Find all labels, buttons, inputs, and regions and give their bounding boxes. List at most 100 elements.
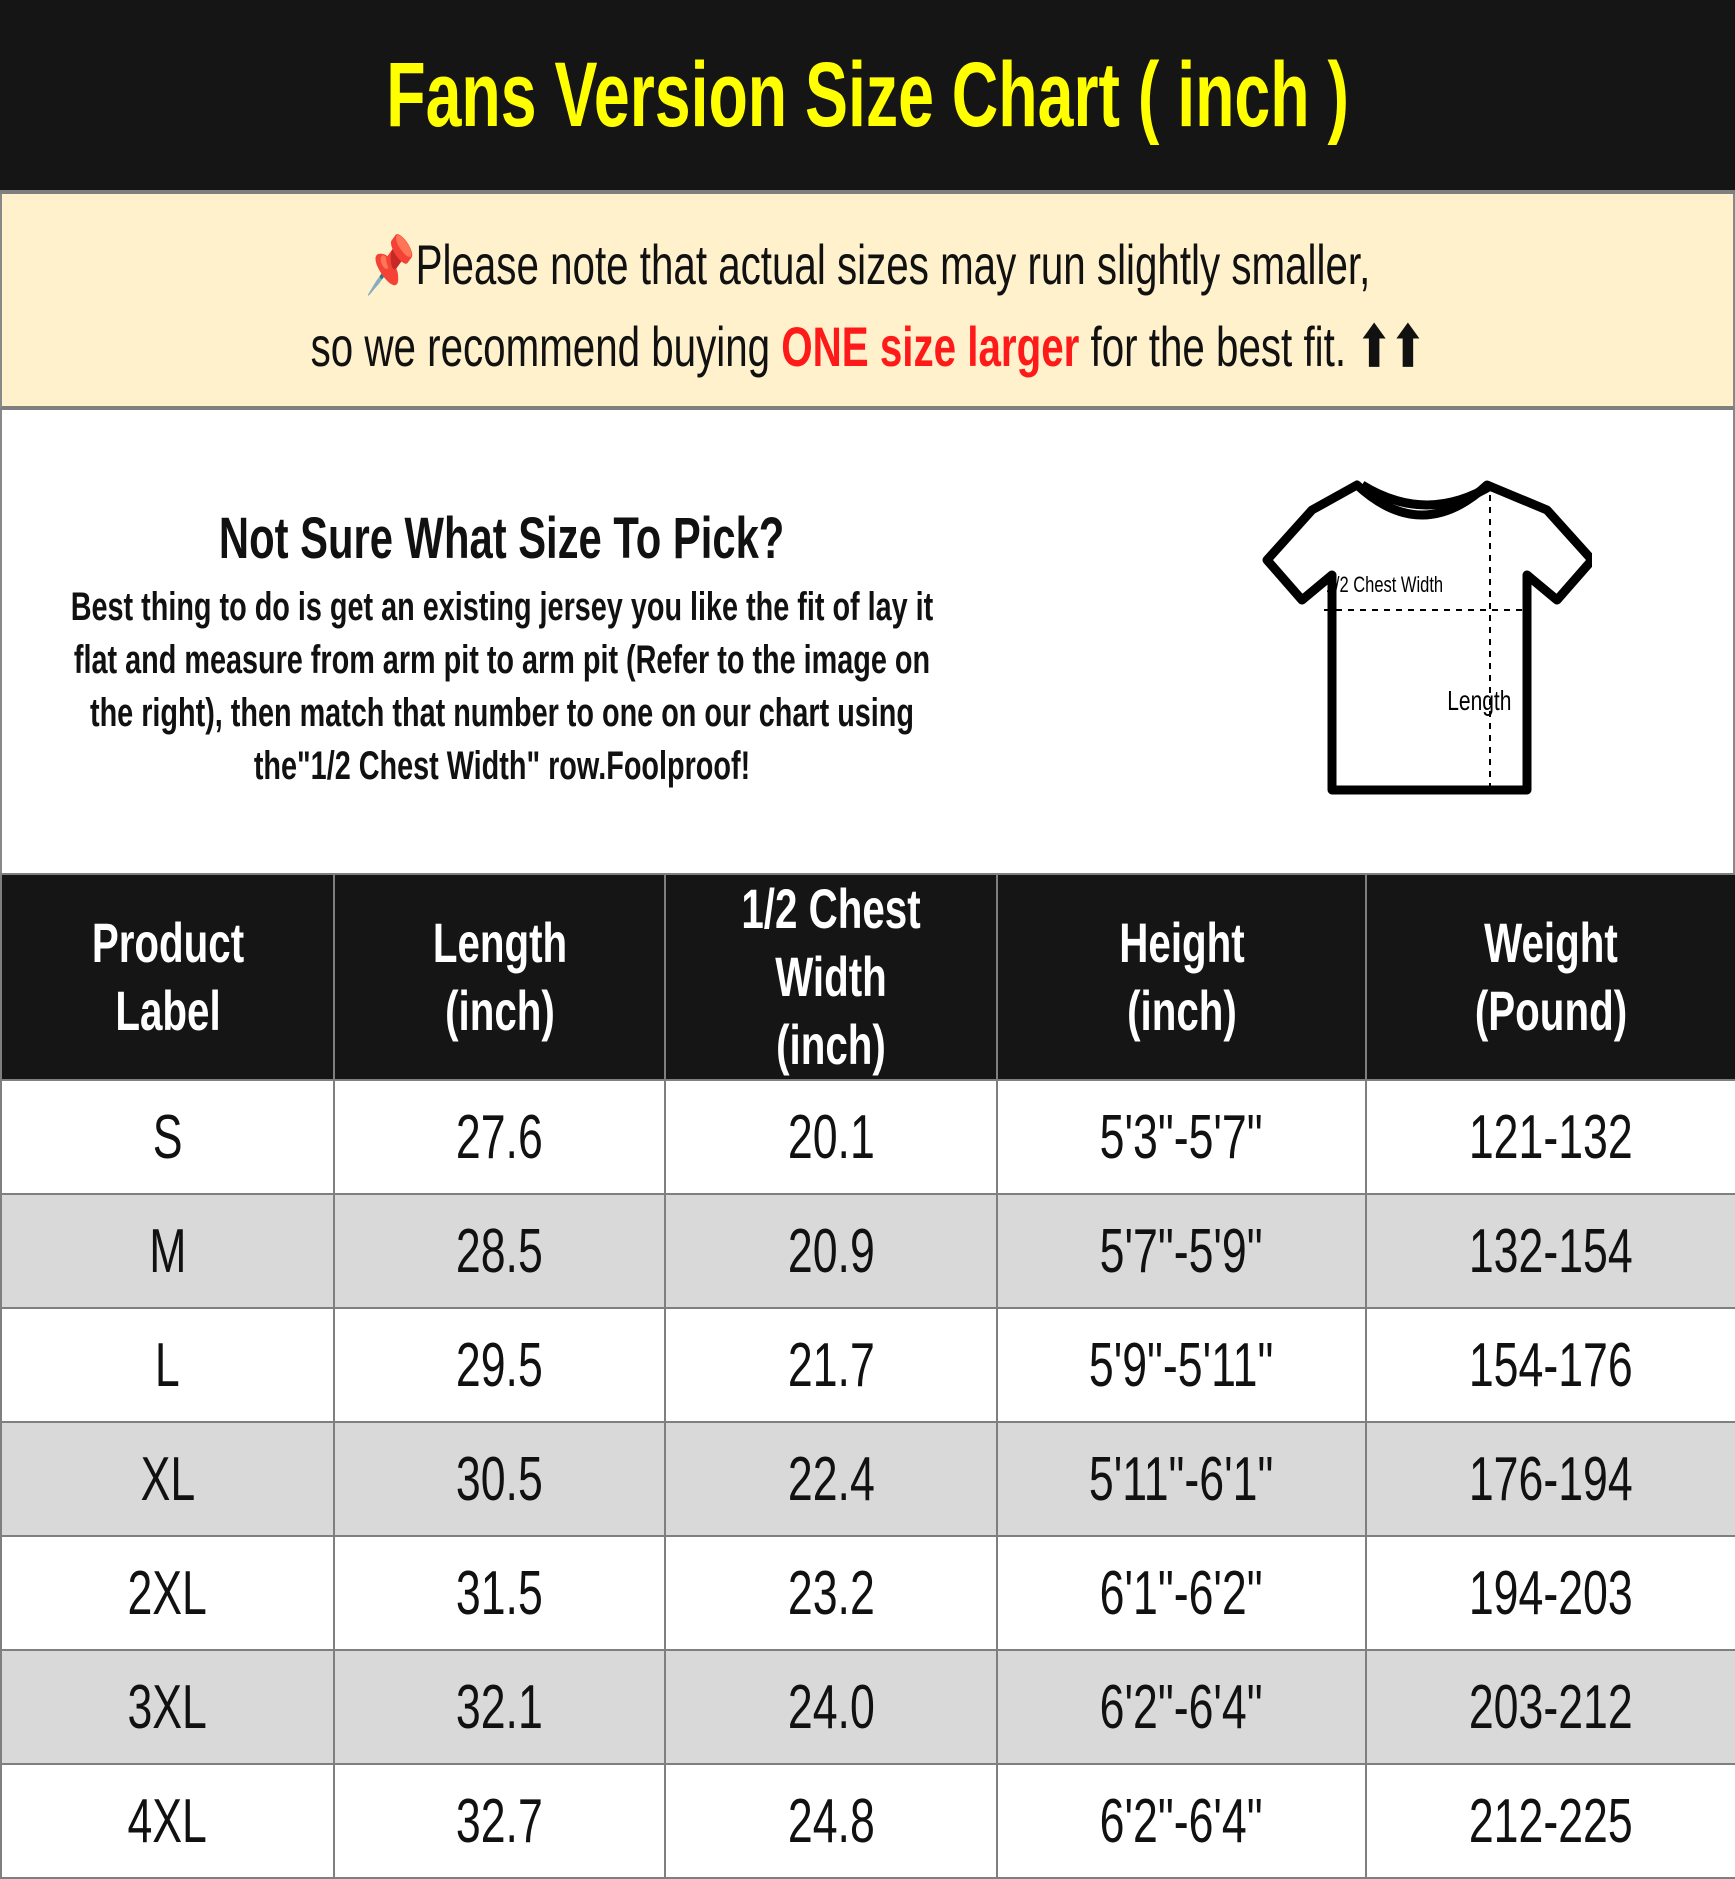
size-table: Product Label Length (inch) 1/2 Chest Widt… [0,873,1735,1879]
table-cell: 5'7"-5'9" [996,1193,1367,1309]
cell-value: 176-194 [1469,1444,1633,1514]
column-header: Weight (Pound) [1365,873,1735,1081]
table-row: 2XL 31.5 23.2 6'1"-6'2" 194-203 [0,1535,1735,1651]
table-cell: 2XL [0,1535,335,1651]
table-row: L 29.5 21.7 5'9"-5'11" 154-176 [0,1307,1735,1423]
notice-line-2: so we recommend buying [310,315,782,378]
column-header: Length (inch) [333,873,666,1081]
size-notice: 📌Please note that actual sizes may run s… [0,194,1735,410]
table-cell: S [0,1079,335,1195]
cell-value: 23.2 [787,1558,875,1628]
length-label: Length [1447,686,1511,717]
tshirt-outline-icon [1262,480,1592,795]
table-cell: 5'9"-5'11" [996,1307,1367,1423]
chest-width-label: 1/2 Chest Width [1326,573,1443,598]
table-cell: 194-203 [1365,1535,1735,1651]
cell-value: 31.5 [456,1558,543,1628]
cell-value: 4XL [127,1786,208,1856]
cell-value: 212-225 [1469,1786,1633,1856]
notice-highlight: ONE size larger [781,315,1080,378]
table-cell: XL [0,1421,335,1537]
cell-value: 27.6 [456,1102,543,1172]
cell-value: 194-203 [1469,1558,1633,1628]
table-cell: 32.7 [333,1763,666,1879]
table-cell: 20.1 [664,1079,998,1195]
table-cell: 6'1"-6'2" [996,1535,1367,1651]
column-header-label: 1/2 Chest Width (inch) [741,877,921,1076]
guide-body: Best thing to do is get an existing jers… [70,585,934,788]
notice-line-1: Please note that actual sizes may run sl… [415,233,1370,296]
table-cell: 6'2"-6'4" [996,1763,1367,1879]
table-cell: 203-212 [1365,1649,1735,1765]
table-row: M 28.5 20.9 5'7"-5'9" 132-154 [0,1193,1735,1309]
table-cell: 154-176 [1365,1307,1735,1423]
cell-value: 6'2"-6'4" [1100,1672,1263,1742]
cell-value: 21.7 [787,1330,875,1400]
up-arrows-icon: ⬆⬆ [1357,315,1425,378]
cell-value: 22.4 [787,1444,875,1514]
table-cell: 20.9 [664,1193,998,1309]
cell-value: 6'1"-6'2" [1100,1558,1263,1628]
table-cell: 27.6 [333,1079,666,1195]
table-cell: 5'3"-5'7" [996,1079,1367,1195]
column-header-label: Height (inch) [1118,911,1245,1042]
table-cell: 3XL [0,1649,335,1765]
cell-value: 132-154 [1469,1216,1633,1286]
cell-value: 32.1 [456,1672,543,1742]
column-header-label: Product Label [91,911,244,1042]
cell-value: 5'9"-5'11" [1089,1330,1274,1400]
column-header: 1/2 Chest Width (inch) [664,873,998,1081]
table-cell: 132-154 [1365,1193,1735,1309]
column-header-label: Weight (Pound) [1474,911,1628,1042]
cell-value: 203-212 [1469,1672,1633,1742]
table-cell: 32.1 [333,1649,666,1765]
table-cell: 5'11"-6'1" [996,1421,1367,1537]
pushpin-icon: 📌 [365,233,416,296]
table-cell: 24.8 [664,1763,998,1879]
table-cell: 21.7 [664,1307,998,1423]
page-title: Fans Version Size Chart ( inch ) [386,43,1349,146]
cell-value: 5'3"-5'7" [1100,1102,1263,1172]
table-cell: M [0,1193,335,1309]
table-cell: 24.0 [664,1649,998,1765]
table-cell: 212-225 [1365,1763,1735,1879]
cell-value: 5'7"-5'9" [1100,1216,1263,1286]
cell-value: 154-176 [1469,1330,1633,1400]
column-header: Height (inch) [996,873,1367,1081]
cell-value: 20.9 [787,1216,875,1286]
cell-value: 3XL [127,1672,208,1742]
cell-value: 24.0 [787,1672,875,1742]
table-cell: 6'2"-6'4" [996,1649,1367,1765]
notice-line-2-end: for the best fit. [1079,315,1358,378]
table-cell: 4XL [0,1763,335,1879]
table-cell: 31.5 [333,1535,666,1651]
table-cell: 30.5 [333,1421,666,1537]
cell-value: 30.5 [456,1444,543,1514]
cell-value: 20.1 [787,1102,875,1172]
table-cell: 23.2 [664,1535,998,1651]
table-cell: 176-194 [1365,1421,1735,1537]
table-row: XL 30.5 22.4 5'11"-6'1" 176-194 [0,1421,1735,1537]
table-row: 4XL 32.7 24.8 6'2"-6'4" 212-225 [0,1763,1735,1879]
cell-value: M [148,1216,187,1286]
table-cell: 29.5 [333,1307,666,1423]
cell-value: S [152,1102,183,1172]
table-cell: L [0,1307,335,1423]
cell-value: 32.7 [456,1786,543,1856]
cell-value: 24.8 [787,1786,875,1856]
table-row: S 27.6 20.1 5'3"-5'7" 121-132 [0,1079,1735,1195]
cell-value: L [155,1330,180,1400]
size-guide-section: Not Sure What Size To Pick? Best thing t… [0,410,1735,873]
cell-value: 2XL [127,1558,208,1628]
column-header-label: Length (inch) [432,911,567,1042]
table-cell: 121-132 [1365,1079,1735,1195]
cell-value: 6'2"-6'4" [1100,1786,1263,1856]
cell-value: 5'11"-6'1" [1089,1444,1274,1514]
cell-value: 121-132 [1469,1102,1633,1172]
column-header: Product Label [0,873,335,1081]
table-cell: 28.5 [333,1193,666,1309]
title-bar: Fans Version Size Chart ( inch ) [0,0,1735,194]
cell-value: 29.5 [456,1330,543,1400]
tshirt-measurement-diagram: 1/2 Chest Width Length [1262,480,1592,795]
table-cell: 22.4 [664,1421,998,1537]
